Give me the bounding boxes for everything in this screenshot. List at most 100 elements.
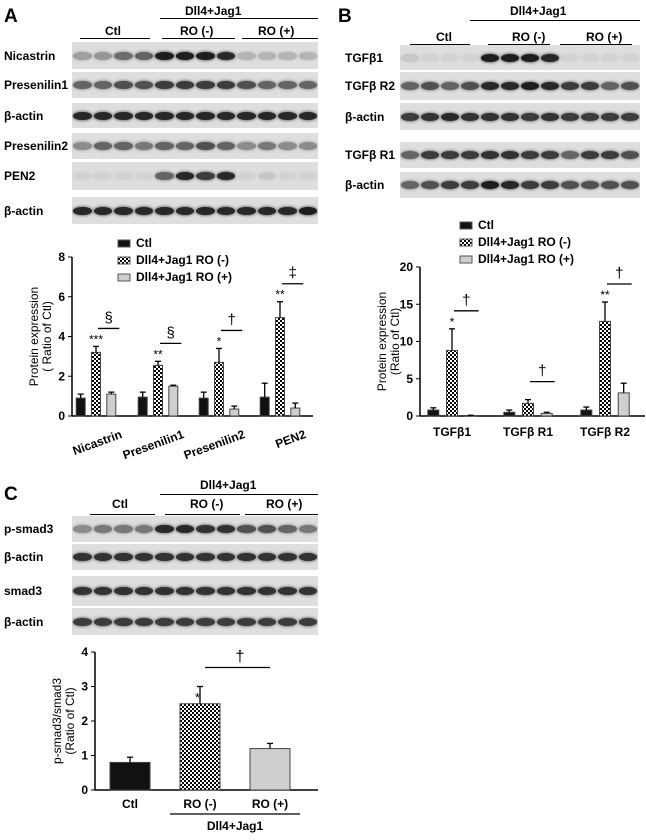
blot-band bbox=[237, 617, 256, 626]
legend-swatch bbox=[459, 221, 473, 230]
blot-band bbox=[114, 525, 133, 533]
y-tick-label: 0 bbox=[58, 409, 65, 423]
treatment-label: Dll4+Jag1 bbox=[185, 4, 242, 18]
blot-band bbox=[134, 111, 153, 120]
blot-band bbox=[196, 525, 215, 533]
blot-band bbox=[298, 81, 317, 89]
blot-band bbox=[216, 51, 235, 60]
blot-row-label: β-actin bbox=[4, 550, 44, 564]
blot-band bbox=[196, 587, 215, 595]
blot-band bbox=[401, 181, 419, 189]
blot-band bbox=[196, 81, 215, 89]
blot-band bbox=[501, 82, 519, 90]
blot-band bbox=[421, 112, 439, 121]
blot-band bbox=[501, 151, 519, 159]
category-label: TGFβ1 bbox=[433, 425, 471, 439]
blot-band bbox=[114, 111, 133, 120]
group-bracket-line bbox=[242, 38, 318, 39]
blot-band bbox=[175, 206, 194, 215]
blot-band bbox=[581, 82, 599, 90]
blot-band bbox=[461, 151, 479, 159]
bar-0 bbox=[503, 411, 516, 417]
treatment-bracket-line bbox=[470, 20, 640, 21]
comparison-symbol: † bbox=[236, 649, 245, 666]
blot-row-label: Presenilin2 bbox=[4, 139, 69, 153]
blot-band bbox=[278, 617, 297, 626]
blot-band bbox=[134, 206, 153, 215]
blot-band bbox=[278, 111, 297, 120]
blot-row-label: β-actin bbox=[4, 108, 44, 123]
blot-band bbox=[298, 172, 317, 180]
blot-band bbox=[216, 525, 235, 533]
blot-band bbox=[401, 82, 419, 90]
blot-band bbox=[441, 112, 459, 121]
comparison-symbol: § bbox=[166, 324, 174, 341]
blot-band bbox=[541, 112, 559, 121]
y-tick-label: 20 bbox=[400, 260, 414, 274]
bar-1 bbox=[275, 317, 285, 417]
blot-band bbox=[298, 142, 317, 150]
blot-band bbox=[461, 53, 479, 62]
western-blot-strip bbox=[72, 162, 318, 190]
western-blot-strip bbox=[72, 576, 318, 606]
treatment-label: Dll4+Jag1 bbox=[200, 478, 257, 492]
blot-band bbox=[521, 181, 539, 189]
y-axis-label: (Ratio of Ctl) bbox=[388, 308, 402, 375]
blot-band bbox=[155, 111, 174, 120]
western-blot-strip bbox=[72, 42, 318, 69]
bar-0 bbox=[259, 396, 270, 417]
comparison-symbol: † bbox=[462, 292, 470, 309]
blot-band bbox=[134, 142, 153, 150]
category-label: Presenilin1 bbox=[121, 427, 186, 462]
blot-band bbox=[257, 587, 276, 595]
group-label: RO (-) bbox=[190, 497, 224, 511]
bar-0 bbox=[137, 396, 148, 417]
group-bracket-line bbox=[90, 514, 155, 515]
category-label: Presenilin2 bbox=[182, 427, 247, 462]
blot-band bbox=[237, 587, 256, 595]
blot-band bbox=[501, 112, 519, 121]
blot-band bbox=[257, 172, 276, 180]
western-blot-strip bbox=[72, 544, 318, 570]
blot-band bbox=[93, 553, 112, 561]
comparison-symbol: § bbox=[104, 309, 112, 326]
blot-band bbox=[298, 525, 317, 533]
blot-row-label: β-actin bbox=[4, 203, 44, 218]
blot-band bbox=[441, 82, 459, 90]
blot-band bbox=[481, 82, 499, 90]
blot-band bbox=[481, 53, 499, 62]
blot-band bbox=[561, 112, 579, 121]
y-tick-label: 0 bbox=[406, 409, 413, 423]
bar-0 bbox=[198, 397, 209, 417]
blot-band bbox=[541, 151, 559, 159]
blot-band bbox=[441, 53, 459, 62]
blot-band bbox=[134, 81, 153, 89]
legend-swatch bbox=[117, 273, 131, 282]
legend-swatch bbox=[117, 239, 131, 248]
group-label: Ctl bbox=[436, 30, 452, 44]
legend-entry: Dll4+Jag1 RO (-) bbox=[136, 253, 229, 267]
blot-band bbox=[216, 142, 235, 150]
blot-band bbox=[216, 111, 235, 120]
blot-band bbox=[481, 112, 499, 121]
blot-band bbox=[155, 172, 174, 180]
blot-band bbox=[114, 51, 133, 60]
blot-band bbox=[114, 206, 133, 215]
y-tick-label: 1 bbox=[81, 749, 88, 763]
blot-band bbox=[521, 151, 539, 159]
y-tick-label: 3 bbox=[81, 680, 88, 694]
blot-band bbox=[175, 525, 194, 533]
blot-band bbox=[114, 617, 133, 626]
blot-band bbox=[216, 617, 235, 626]
panel-label-b: B bbox=[338, 6, 352, 27]
blot-band bbox=[237, 111, 256, 120]
blot-band bbox=[175, 142, 194, 150]
legend-swatch bbox=[117, 256, 131, 265]
category-label: TGFβ R1 bbox=[503, 425, 553, 439]
blot-band bbox=[601, 112, 619, 121]
blot-band bbox=[298, 587, 317, 595]
blot-band bbox=[401, 53, 419, 62]
blot-band bbox=[521, 82, 539, 90]
legend-swatch bbox=[459, 238, 473, 247]
y-axis-label: Protein expression bbox=[375, 292, 389, 391]
